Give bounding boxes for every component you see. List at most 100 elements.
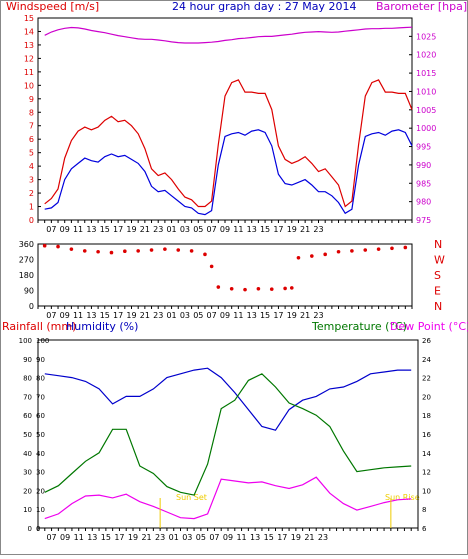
wind-x-tick-label: 11 [233, 225, 243, 234]
wind-direction-point [296, 255, 301, 260]
weather-x-tick-label: 21 [141, 533, 151, 542]
temperature-y-tick-label: 18 [422, 412, 431, 420]
wind-direction-point [310, 254, 314, 258]
wind-y-tick-label: 4 [29, 162, 34, 171]
direction-x-tick-label: 15 [260, 311, 270, 320]
weather-x-tick-label: 09 [60, 533, 70, 542]
temperature-y-tick-label: 8 [422, 506, 426, 514]
wind-direction-point [376, 247, 381, 251]
wind-direction-point [56, 244, 60, 249]
humidity-y-tick-label: 20 [36, 487, 45, 495]
direction-x-tick-label: 11 [233, 311, 243, 320]
wind-y-tick-label: 3 [29, 176, 34, 185]
temperature-y-tick-label: 20 [422, 393, 431, 401]
barometer-y-tick-label: 980 [416, 198, 431, 207]
temperature-y-tick-label: 22 [422, 375, 431, 383]
wind-x-tick-label: 03 [180, 225, 190, 234]
wind-x-tick-label: 23 [153, 225, 163, 234]
rain-y-tick-label: 100 [19, 337, 32, 345]
sunset-annotation: Sun Set [176, 493, 207, 502]
humidity-line [44, 367, 412, 431]
weather-x-tick-label: 17 [277, 533, 287, 542]
direction-x-tick-label: 19 [287, 311, 297, 320]
barometer-y-tick-label: 1005 [416, 106, 436, 115]
humidity-y-tick-label: 80 [36, 375, 45, 383]
wind-x-tick-label: 09 [60, 225, 70, 234]
humidity-y-tick-label: 70 [36, 393, 45, 401]
wind-x-tick-label: 19 [287, 225, 297, 234]
direction-x-tick-label: 01 [166, 311, 176, 320]
wind-y-tick-label: 1 [29, 203, 34, 212]
weather-x-tick-label: 09 [223, 533, 233, 542]
wind-direction-point [136, 249, 140, 253]
wind-y-tick-label: 9 [29, 95, 34, 104]
wind-y-tick-label: 13 [24, 41, 34, 50]
direction-x-tick-label: 17 [113, 311, 123, 320]
weather-x-tick-label: 07 [46, 533, 56, 542]
weather-x-tick-label: 13 [87, 533, 97, 542]
wind-direction-point [209, 264, 214, 269]
windspeed-gust-line [44, 79, 413, 208]
wind-x-tick-label: 21 [140, 225, 150, 234]
weather-x-tick-label: 15 [264, 533, 274, 542]
direction-x-tick-label: 19 [126, 311, 136, 320]
weather-x-tick-label: 07 [209, 533, 219, 542]
compass-label: E [434, 285, 441, 298]
weather-x-tick-label: 23 [155, 533, 165, 542]
series-layer [42, 26, 413, 528]
direction-y-tick-label: 0 [29, 302, 34, 311]
wind-direction-point [82, 249, 87, 253]
weather-x-tick-label: 23 [318, 533, 328, 542]
temperature-label: Temperature (°C) [311, 320, 407, 333]
direction-x-tick-label: 21 [140, 311, 150, 320]
rain-y-tick-label: 40 [23, 450, 32, 458]
temperature-y-tick-label: 26 [422, 337, 431, 345]
wind-direction-point [123, 249, 127, 254]
direction-x-tick-label: 15 [100, 311, 110, 320]
rain-y-tick-label: 90 [23, 356, 32, 364]
wind-direction-point [176, 248, 181, 252]
barometer-y-tick-label: 985 [416, 179, 431, 188]
wind-x-tick-label: 05 [193, 225, 203, 234]
wind-y-tick-label: 0 [29, 216, 34, 225]
weather-x-tick-label: 19 [128, 533, 138, 542]
dewpoint-line [44, 476, 412, 520]
wind-direction-point [229, 286, 234, 291]
weather-x-tick-label: 21 [304, 533, 314, 542]
direction-x-tick-label: 07 [46, 311, 56, 320]
direction-x-tick-label: 13 [86, 311, 96, 320]
direction-x-tick-label: 07 [207, 311, 217, 320]
barometer-y-tick-label: 995 [416, 143, 431, 152]
wind-direction-point [189, 249, 194, 253]
wind-y-tick-label: 14 [24, 27, 34, 36]
humidity-y-tick-label: 90 [36, 356, 45, 364]
direction-x-tick-label: 03 [180, 311, 190, 320]
wind-y-tick-label: 2 [29, 189, 34, 198]
axes-layer: 0123456789101112131415975980985990995100… [19, 14, 445, 542]
wind-y-tick-label: 15 [24, 14, 34, 23]
wind-direction-point [363, 248, 368, 252]
wind-x-tick-label: 09 [220, 225, 230, 234]
direction-x-tick-label: 23 [153, 311, 163, 320]
wind-direction-point [243, 287, 247, 292]
temperature-y-tick-label: 10 [422, 487, 431, 495]
wind-x-tick-label: 19 [126, 225, 136, 234]
wind-direction-point [323, 252, 327, 257]
wind-x-tick-label: 07 [46, 225, 56, 234]
temperature-line [44, 373, 412, 496]
barometer-y-tick-label: 975 [416, 216, 431, 225]
wind-direction-point [96, 249, 100, 254]
rain-y-tick-label: 30 [23, 469, 32, 477]
wind-x-tick-label: 13 [247, 225, 257, 234]
wind-direction-point [289, 286, 294, 290]
humidity-y-tick-label: 60 [36, 412, 45, 420]
humidity-y-tick-label: 50 [36, 431, 45, 439]
rain-y-tick-label: 50 [23, 431, 32, 439]
wind-y-tick-label: 12 [24, 54, 34, 63]
barometer-line [44, 26, 413, 44]
wind-direction-point [69, 247, 74, 251]
direction-x-tick-label: 23 [313, 311, 323, 320]
humidity-y-tick-label: 40 [36, 450, 45, 458]
barometer-y-tick-label: 1025 [416, 32, 436, 41]
